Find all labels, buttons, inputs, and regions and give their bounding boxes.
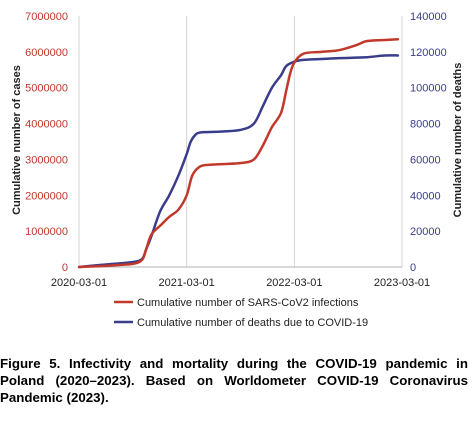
x-tick-label: 2022-03-01 xyxy=(266,277,322,289)
right-tick-label: 140000 xyxy=(410,11,447,23)
legend-label-deaths: Cumulative number of deaths due to COVID… xyxy=(137,317,368,329)
legend: Cumulative number of SARS-CoV2 infection… xyxy=(114,297,368,329)
grid-lines xyxy=(78,16,403,267)
figure-caption: Figure 5. Infectivity and mortality duri… xyxy=(0,356,468,405)
series-line-deaths xyxy=(77,54,400,269)
covid-chart: 0100000020000003000000400000050000006000… xyxy=(11,11,464,329)
right-axis-ticks: 0 20000 40000 60000 80000 100000 120000 140000 xyxy=(410,11,447,274)
series-group xyxy=(77,38,400,269)
x-tick-label: 2020-03-01 xyxy=(51,277,107,289)
x-axis-ticks: 2020-03-01 2021-03-01 2022-03-01 2023-03-01 xyxy=(51,277,430,289)
right-tick-label: 80000 xyxy=(410,119,441,131)
left-tick-label: 7000000 xyxy=(25,11,68,23)
left-tick-label: 2000000 xyxy=(25,190,68,202)
left-axis-ticks: 0 1000000 2000000 3000000 4000000 5000000 6000… xyxy=(25,11,68,274)
right-tick-label: 120000 xyxy=(410,47,447,59)
left-tick-label: 1000000 xyxy=(25,226,68,238)
x-tick-label: 2021-03-01 xyxy=(159,277,215,289)
left-tick-label: 4000000 xyxy=(25,119,68,131)
right-tick-label: 20000 xyxy=(410,226,441,238)
right-tick-label: 100000 xyxy=(410,83,447,95)
left-tick-label: 5000000 xyxy=(25,83,68,95)
left-tick-label: 6000000 xyxy=(25,47,68,59)
right-tick-label: 60000 xyxy=(410,154,441,166)
x-tick-label: 2023-03-01 xyxy=(374,277,430,289)
right-axis-title: Cumulative number of deaths xyxy=(452,63,464,218)
right-tick-label: 40000 xyxy=(410,190,441,202)
left-tick-label: 3000000 xyxy=(25,154,68,166)
right-tick-label: 0 xyxy=(410,262,416,274)
left-axis-title: Cumulative number of cases xyxy=(11,65,23,215)
series-line-infections xyxy=(77,38,400,269)
legend-label-infections: Cumulative number of SARS-CoV2 infection… xyxy=(137,297,359,309)
left-tick-label: 0 xyxy=(62,262,68,274)
